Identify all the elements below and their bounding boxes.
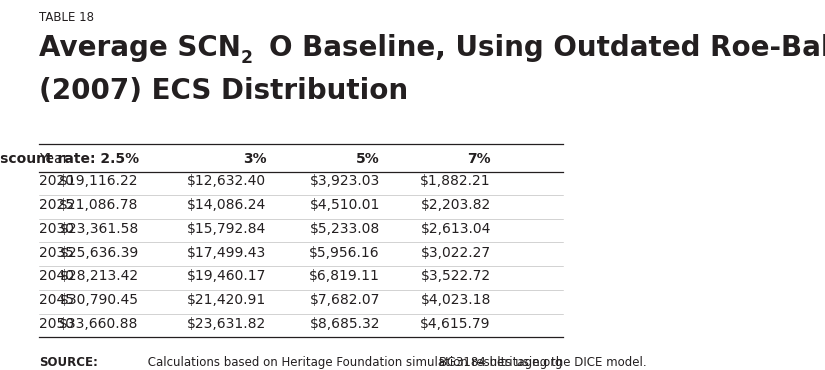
Text: $17,499.43: $17,499.43	[187, 246, 266, 260]
Text: Calculations based on Heritage Foundation simulation results using the DICE mode: Calculations based on Heritage Foundatio…	[144, 356, 647, 369]
Text: $25,636.39: $25,636.39	[59, 246, 139, 260]
Text: $5,956.16: $5,956.16	[309, 246, 380, 260]
Text: $2,613.04: $2,613.04	[421, 222, 491, 236]
Text: 2040: 2040	[39, 269, 74, 283]
Text: $3,923.03: $3,923.03	[309, 175, 380, 188]
Text: $15,792.84: $15,792.84	[187, 222, 266, 236]
Text: 2050: 2050	[39, 317, 74, 331]
Text: $23,361.58: $23,361.58	[59, 222, 139, 236]
Text: 2020: 2020	[39, 175, 74, 188]
Text: 5%: 5%	[356, 152, 380, 166]
Text: BG3184 heritage.org: BG3184 heritage.org	[440, 356, 563, 369]
Text: $23,631.82: $23,631.82	[187, 317, 266, 331]
Text: $4,023.18: $4,023.18	[421, 293, 491, 307]
Text: 2045: 2045	[39, 293, 74, 307]
Text: 7%: 7%	[467, 152, 491, 166]
Text: $3,022.27: $3,022.27	[421, 246, 491, 260]
Text: 3%: 3%	[243, 152, 266, 166]
Text: $6,819.11: $6,819.11	[309, 269, 380, 283]
Text: SOURCE:: SOURCE:	[39, 356, 97, 369]
Text: 2030: 2030	[39, 222, 74, 236]
Text: Discount rate: 2.5%: Discount rate: 2.5%	[0, 152, 139, 166]
Text: $19,116.22: $19,116.22	[59, 175, 139, 188]
Text: $8,685.32: $8,685.32	[309, 317, 380, 331]
Text: $3,522.72: $3,522.72	[421, 269, 491, 283]
Text: $30,790.45: $30,790.45	[59, 293, 139, 307]
Text: $2,203.82: $2,203.82	[421, 198, 491, 212]
Text: $5,233.08: $5,233.08	[309, 222, 380, 236]
Text: $14,086.24: $14,086.24	[187, 198, 266, 212]
Text: $1,882.21: $1,882.21	[420, 175, 491, 188]
Text: $21,086.78: $21,086.78	[59, 198, 139, 212]
Text: $28,213.42: $28,213.42	[59, 269, 139, 283]
Text: $33,660.88: $33,660.88	[59, 317, 139, 331]
Text: Year: Year	[39, 152, 68, 166]
Text: 2035: 2035	[39, 246, 74, 260]
Text: O Baseline, Using Outdated Roe-Baker: O Baseline, Using Outdated Roe-Baker	[268, 34, 825, 62]
Text: $21,420.91: $21,420.91	[187, 293, 266, 307]
Text: 2025: 2025	[39, 198, 74, 212]
Text: $4,615.79: $4,615.79	[421, 317, 491, 331]
Text: $19,460.17: $19,460.17	[187, 269, 266, 283]
Text: (2007) ECS Distribution: (2007) ECS Distribution	[39, 77, 408, 105]
Text: Average SCN: Average SCN	[39, 34, 241, 62]
Text: $12,632.40: $12,632.40	[187, 175, 266, 188]
Text: TABLE 18: TABLE 18	[39, 11, 94, 24]
Text: 2: 2	[240, 49, 252, 67]
Text: $7,682.07: $7,682.07	[309, 293, 380, 307]
Text: $4,510.01: $4,510.01	[309, 198, 380, 212]
